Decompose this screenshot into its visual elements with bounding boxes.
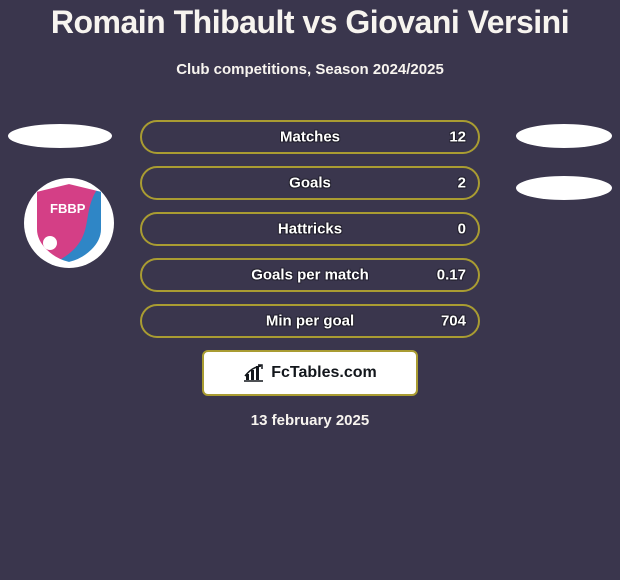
- chart-icon: [243, 362, 265, 384]
- stat-value: 0.17: [437, 267, 466, 284]
- stat-bar: Hattricks 0: [140, 212, 480, 246]
- stat-value: 704: [441, 313, 466, 330]
- stat-value: 2: [458, 175, 466, 192]
- stat-label: Goals: [289, 175, 331, 192]
- svg-text:FBBP: FBBP: [50, 201, 86, 216]
- right-ellipse-2: [516, 176, 612, 200]
- club-badge-icon: FBBP: [36, 183, 102, 263]
- stats-bars: Matches 12 Goals 2 Hattricks 0 Goals per match…: [140, 120, 480, 350]
- stat-value: 0: [458, 221, 466, 238]
- page-title: Romain Thibault vs Giovani Versini: [0, 0, 620, 45]
- stat-bar: Min per goal 704: [140, 304, 480, 338]
- stat-bar: Goals 2: [140, 166, 480, 200]
- club-badge: FBBP: [24, 178, 114, 268]
- stat-label: Goals per match: [251, 267, 369, 284]
- stat-value: 12: [449, 129, 466, 146]
- stat-bar: Matches 12: [140, 120, 480, 154]
- stat-label: Matches: [280, 129, 340, 146]
- fctables-badge: FcTables.com: [202, 350, 418, 396]
- stat-label: Min per goal: [266, 313, 354, 330]
- stat-label: Hattricks: [278, 221, 342, 238]
- subtitle: Club competitions, Season 2024/2025: [0, 61, 620, 78]
- fctables-label: FcTables.com: [271, 364, 377, 382]
- right-ellipse-1: [516, 124, 612, 148]
- stat-bar: Goals per match 0.17: [140, 258, 480, 292]
- footer-date: 13 february 2025: [0, 412, 620, 429]
- left-ellipse-1: [8, 124, 112, 148]
